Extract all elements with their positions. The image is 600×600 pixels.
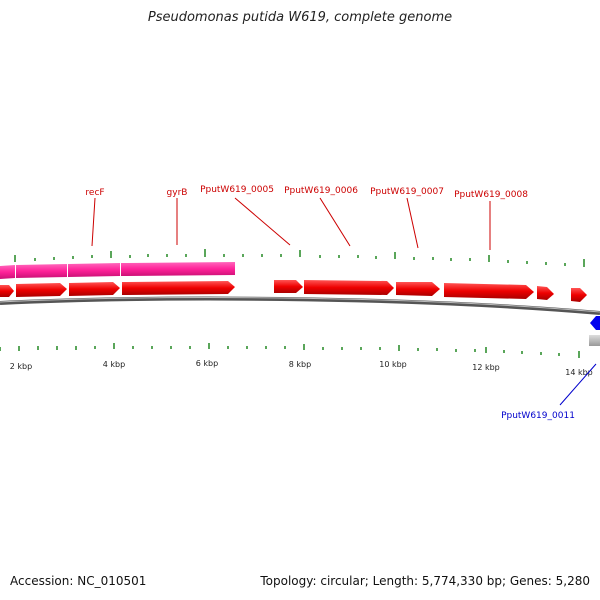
gene-label-0011: PputW619_0011 (501, 411, 575, 421)
kbp-label: 10 kbp (379, 360, 407, 369)
reverse-gene-track (589, 316, 600, 346)
upper-ticks (14, 249, 585, 267)
genome-backbone-highlight (0, 297, 600, 313)
gene-arrow (396, 282, 440, 296)
gene-arrow (274, 280, 303, 293)
gene-label-0006: PputW619_0006 (284, 186, 358, 196)
forward-gene-track (0, 280, 587, 302)
label-leader-blue (559, 363, 597, 406)
kbp-label: 2 kbp (10, 362, 32, 371)
kbp-label: 14 kbp (565, 368, 593, 377)
gene-arrow (537, 286, 554, 300)
map-title: Pseudomonas putida W619, complete genome (147, 10, 453, 25)
kbp-label: 4 kbp (103, 360, 125, 369)
gene-arrow (122, 281, 235, 295)
gene-box-grey (589, 335, 600, 346)
kbp-label: 8 kbp (289, 360, 311, 369)
gene-arrow (304, 280, 394, 295)
gene-arrow (444, 283, 534, 299)
gene-label-0005: PputW619_0005 (200, 185, 274, 195)
pink-track (0, 262, 235, 279)
kbp-label: 12 kbp (472, 363, 500, 372)
genome-backbone (0, 296, 600, 315)
gene-label-0007: PputW619_0007 (370, 187, 444, 197)
kbp-label: 6 kbp (196, 359, 218, 368)
accession-text: Accession: NC_010501 (10, 574, 147, 588)
gene-arrow (16, 283, 67, 297)
genome-summary-text: Topology: circular; Length: 5,774,330 bp… (260, 574, 590, 588)
gene-label-0008: PputW619_0008 (454, 190, 528, 200)
gene-arrow-reverse (590, 316, 600, 330)
gene-label-recf: recF (85, 188, 104, 198)
gene-arrow (0, 285, 14, 297)
gene-arrow (69, 282, 120, 296)
gene-label-gyrb: gyrB (167, 188, 188, 198)
lower-ticks (0, 343, 580, 358)
gene-arrow (571, 288, 587, 302)
label-leaders-red (91, 197, 491, 250)
